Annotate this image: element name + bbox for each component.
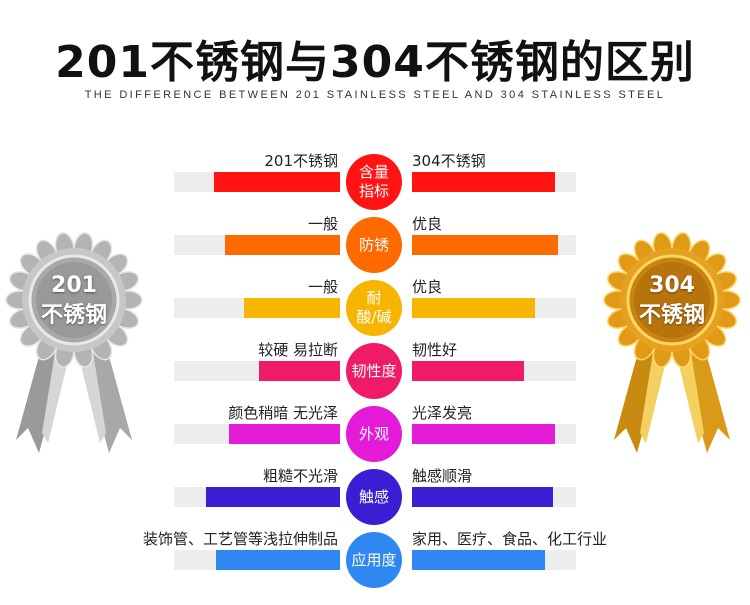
medal-201-number: 201 <box>51 273 97 298</box>
medal-304: 304 不锈钢 <box>602 228 742 468</box>
bar-201-track <box>174 487 340 507</box>
page-title: 201不锈钢与304不锈钢的区别 <box>55 37 695 88</box>
bar-304-track <box>412 487 576 507</box>
row-left-label: 一般 <box>307 278 338 296</box>
row-right-label: 光泽发亮 <box>412 404 473 422</box>
row-right-label: 韧性好 <box>412 341 458 359</box>
bar-201-fill <box>225 235 340 255</box>
bar-201-track <box>174 235 340 255</box>
medal-201: 201 不锈钢 <box>4 228 144 468</box>
bar-201-fill <box>205 487 340 507</box>
row-right-label: 触感顺滑 <box>412 467 473 485</box>
bar-201-track <box>174 424 340 444</box>
row-category-badge: 防锈 <box>346 217 402 273</box>
medal-304-number: 304 <box>649 273 695 298</box>
bar-201-track <box>174 550 340 570</box>
row-left-label: 装饰管、工艺管等浅拉伸制品 <box>142 530 338 548</box>
comparison-row-acid: 一般 优良 耐酸/碱 <box>0 276 750 338</box>
row-left-label: 较硬 易拉断 <box>258 341 338 359</box>
row-left-label: 颜色稍暗 无光泽 <box>228 404 338 422</box>
row-category-badge: 触感 <box>346 469 402 525</box>
bar-304-track <box>412 172 576 192</box>
bar-304-track <box>412 550 576 570</box>
bar-304-track <box>412 298 576 318</box>
bar-304-fill <box>412 361 524 381</box>
row-left-label: 201不锈钢 <box>264 152 338 170</box>
medal-201-label: 不锈钢 <box>40 303 107 328</box>
silver-medal-icon <box>5 232 143 453</box>
bar-201-fill <box>213 172 340 192</box>
bar-304-fill <box>412 487 554 507</box>
bar-201-fill <box>243 298 340 318</box>
row-category-badge: 应用度 <box>346 532 402 588</box>
bar-304-fill <box>412 172 555 192</box>
row-right-label: 优良 <box>412 215 443 233</box>
comparison-row-touch: 粗糙不光滑 触感顺滑 触感 <box>0 465 750 527</box>
comparison-row-toughness: 较硬 易拉断 韧性好 韧性度 <box>0 339 750 401</box>
bar-304-track <box>412 424 576 444</box>
bar-304-fill <box>412 235 558 255</box>
row-category-badge: 含量 指标 <box>346 154 402 210</box>
row-category-badge: 韧性度 <box>346 343 402 399</box>
bar-201-track <box>174 361 340 381</box>
comparison-row-appearance: 颜色稍暗 无光泽 光泽发亮 外观 <box>0 402 750 464</box>
row-right-label: 优良 <box>412 278 443 296</box>
row-right-label: 304不锈钢 <box>412 152 486 170</box>
comparison-row-content: 201不锈钢 304不锈钢 含量 指标 <box>0 150 750 212</box>
page-subtitle: THE DIFFERENCE BETWEEN 201 STAINLESS STE… <box>84 89 666 101</box>
medal-304-label: 不锈钢 <box>638 303 705 328</box>
row-left-label: 粗糙不光滑 <box>262 467 338 485</box>
bar-304-fill <box>412 550 545 570</box>
bar-201-track <box>174 298 340 318</box>
bar-201-fill <box>258 361 340 381</box>
comparison-row-application: 装饰管、工艺管等浅拉伸制品 家用、医疗、食品、化工行业 应用度 <box>0 528 750 590</box>
bar-201-track <box>174 172 340 192</box>
bar-304-track <box>412 235 576 255</box>
bar-304-fill <box>412 424 555 444</box>
bar-201-fill <box>228 424 340 444</box>
comparison-row-rust: 一般 优良 防锈 <box>0 213 750 275</box>
bar-304-track <box>412 361 576 381</box>
row-left-label: 一般 <box>307 215 338 233</box>
row-right-label: 家用、医疗、食品、化工行业 <box>412 530 608 548</box>
bar-201-fill <box>215 550 340 570</box>
bar-304-fill <box>412 298 535 318</box>
row-category-badge: 耐酸/碱 <box>346 280 402 336</box>
row-category-badge: 外观 <box>346 406 402 462</box>
gold-medal-icon <box>603 232 741 453</box>
